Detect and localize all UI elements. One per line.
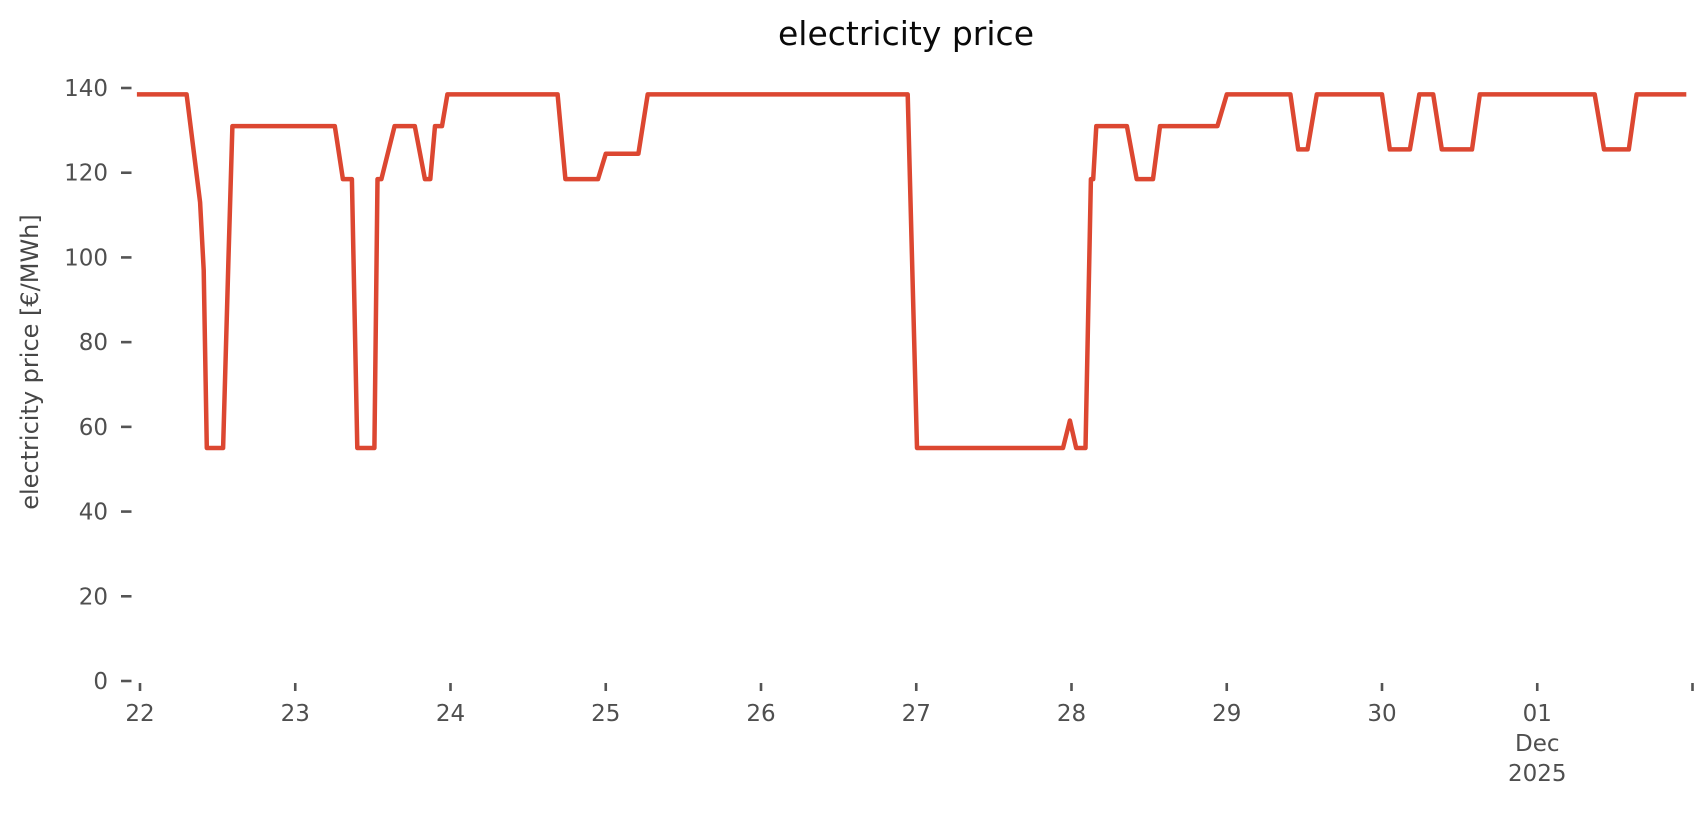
y-tick-label: 140 [64, 76, 108, 102]
y-tick-label: 40 [79, 500, 108, 526]
y-tick-label: 0 [93, 669, 108, 695]
x-tick-label: 22 [125, 701, 154, 727]
x-axis: 22 23 24 25 26 27 28 29 30 01 Dec 2025 [125, 683, 1694, 787]
y-tick-label: 100 [64, 245, 108, 271]
y-tick-label: 60 [79, 415, 108, 441]
y-tick-label: 20 [79, 584, 108, 610]
y-axis: 0 20 40 60 80 100 120 140 [64, 76, 132, 695]
x-tick-label: 27 [902, 701, 931, 727]
price-line-series [136, 92, 1687, 451]
x-tick-label: 25 [591, 701, 620, 727]
x-tick-label: 26 [746, 701, 775, 727]
x-tick-label: 28 [1057, 701, 1086, 727]
chart-title: electricity price [778, 14, 1034, 53]
x-tick-label: 29 [1212, 701, 1241, 727]
x-tick-year-label: 2025 [1508, 761, 1567, 787]
x-tick-label: 24 [436, 701, 465, 727]
y-tick-label: 80 [79, 330, 108, 356]
x-tick-label: 01 [1523, 701, 1552, 727]
x-tick-label: 23 [281, 701, 310, 727]
x-tick-month-label: Dec [1515, 731, 1560, 757]
y-tick-label: 120 [64, 161, 108, 187]
x-tick-label: 30 [1367, 701, 1396, 727]
